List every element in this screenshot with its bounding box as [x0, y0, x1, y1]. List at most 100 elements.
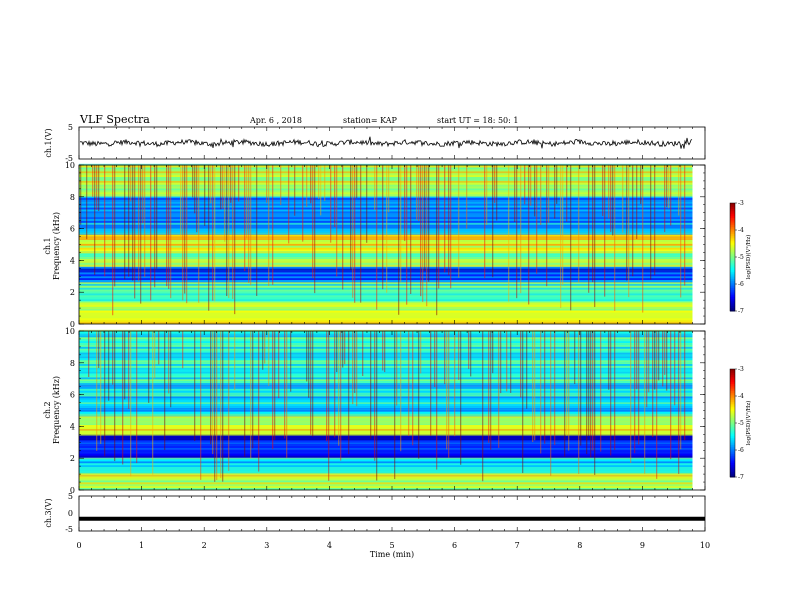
- colorbar-step: [730, 401, 735, 404]
- spectrogram-streak: [510, 331, 512, 393]
- spectrogram-streak: [500, 331, 502, 394]
- spectrogram-streak: [256, 165, 258, 296]
- colorbar-tick-label: -5: [738, 254, 744, 261]
- spectrogram-striation: [79, 222, 693, 225]
- time-tick-label: 3: [264, 541, 269, 550]
- spectrogram-striation: [79, 474, 693, 477]
- spectrogram-streak: [226, 165, 228, 297]
- spectrogram-streak: [610, 331, 612, 456]
- spectrogram-streak: [288, 165, 290, 244]
- ch1-waveform-frame: [78, 126, 706, 160]
- colorbar-step: [730, 369, 735, 372]
- spectrogram-streak: [382, 331, 384, 371]
- spectrogram-streak: [114, 331, 116, 462]
- spectrogram-striation: [79, 457, 693, 460]
- spectrogram-striation: [79, 417, 693, 420]
- spectrogram-striation: [79, 367, 693, 370]
- spectrogram-striation: [79, 297, 693, 300]
- spectrogram-streak: [348, 331, 350, 455]
- spectrogram-striation: [79, 226, 693, 229]
- spectrogram-streak: [180, 165, 182, 237]
- spectrogram-streak: [498, 331, 500, 448]
- spectrogram-streak: [680, 165, 682, 298]
- spectrogram-striation: [79, 245, 693, 248]
- spectrogram-streak: [320, 165, 322, 216]
- spectrogram-streak: [436, 331, 438, 470]
- spectrogram-streak: [592, 331, 594, 451]
- spectrogram-striation: [79, 390, 693, 393]
- colorbar-step: [730, 300, 735, 303]
- colorbar-step: [730, 433, 735, 437]
- spectrogram-streak: [592, 165, 594, 283]
- spectrogram-streak: [154, 165, 156, 288]
- spectrogram-streak: [124, 331, 126, 400]
- ch1-spectrogram-panel: 0 2 4 6 8 10 ch.1 Frequency (kHz) -3 -4 -5 -6 -7 l…: [43, 161, 752, 329]
- colorbar-step: [730, 235, 735, 238]
- spectrogram-streak: [400, 331, 402, 452]
- spectrogram-striation: [79, 446, 693, 448]
- spectrogram-streak: [192, 165, 194, 198]
- spectrogram-streak: [426, 165, 428, 307]
- spectrogram-streak: [438, 165, 440, 289]
- spectrogram-striation: [79, 280, 693, 282]
- spectrogram-striation: [79, 425, 693, 427]
- spectrogram-streak: [492, 331, 494, 374]
- spectrogram-striation: [79, 224, 693, 227]
- colorbar-step: [730, 204, 735, 208]
- colorbar-step: [730, 221, 735, 224]
- colorbar-step: [730, 412, 735, 415]
- time-tick-label: 1: [139, 541, 144, 550]
- spectrogram-striation: [79, 228, 693, 231]
- ch1-waveform-ticks: [78, 127, 706, 159]
- spectrogram-striation: [79, 339, 693, 342]
- spectrogram-streak: [528, 165, 530, 305]
- colorbar-step: [730, 451, 735, 455]
- spectrogram-streak: [540, 331, 542, 454]
- colorbar-step: [730, 437, 735, 440]
- spectrogram-streak: [486, 165, 488, 226]
- spectrogram-streak: [324, 165, 326, 201]
- spectrogram-striation: [79, 377, 693, 380]
- ch1-spectrogram-ylabel-frequency: Frequency (kHz): [52, 212, 61, 280]
- colorbar-tick-label: -4: [738, 393, 744, 400]
- spectrogram-streak: [208, 165, 210, 311]
- colorbar-step: [730, 475, 735, 478]
- spectrogram-streak: [280, 165, 282, 205]
- spectrogram-streak: [376, 165, 378, 310]
- spectrogram-streak: [482, 331, 484, 482]
- spectrogram-striation: [79, 428, 693, 431]
- spectrogram-streak: [132, 165, 134, 281]
- spectrogram-striation: [79, 404, 693, 406]
- colorbar-step: [730, 428, 735, 431]
- spectrogram-streak: [182, 331, 184, 369]
- spectrogram-streak: [278, 331, 280, 399]
- spectrogram-streak: [642, 165, 644, 313]
- colorbar-step: [730, 405, 735, 408]
- spectrogram-streak: [128, 331, 130, 410]
- spectrogram-streak: [588, 165, 590, 293]
- spectrogram-streak: [650, 165, 652, 280]
- colorbar-step: [730, 298, 735, 301]
- spectrogram-striation: [79, 276, 693, 279]
- freq-tick-label: 10: [65, 161, 75, 170]
- colorbar-step: [730, 442, 735, 446]
- spectrogram-striation: [79, 236, 693, 239]
- spectrogram-streak: [310, 331, 312, 435]
- spectrogram-striation: [79, 211, 693, 214]
- spectrogram-streak: [266, 165, 268, 203]
- colorbar-tick-label: -7: [738, 474, 744, 481]
- time-tick-label: 10: [700, 541, 710, 550]
- spectrogram-streak: [522, 331, 524, 474]
- colorbar-step: [730, 255, 735, 258]
- spectrogram-striation: [79, 344, 693, 347]
- spectrogram-striation: [79, 394, 693, 397]
- colorbar-step: [730, 421, 735, 424]
- spectrogram-striation: [79, 436, 693, 439]
- colorbar-step: [730, 441, 735, 444]
- spectrogram-streak: [194, 331, 196, 441]
- spectrogram-striation: [79, 251, 693, 254]
- spectrogram-streak: [544, 331, 546, 444]
- date-label: Apr. 6 , 2018: [249, 116, 302, 125]
- spectrogram-streak: [530, 165, 532, 206]
- spectrogram-striation: [79, 430, 693, 433]
